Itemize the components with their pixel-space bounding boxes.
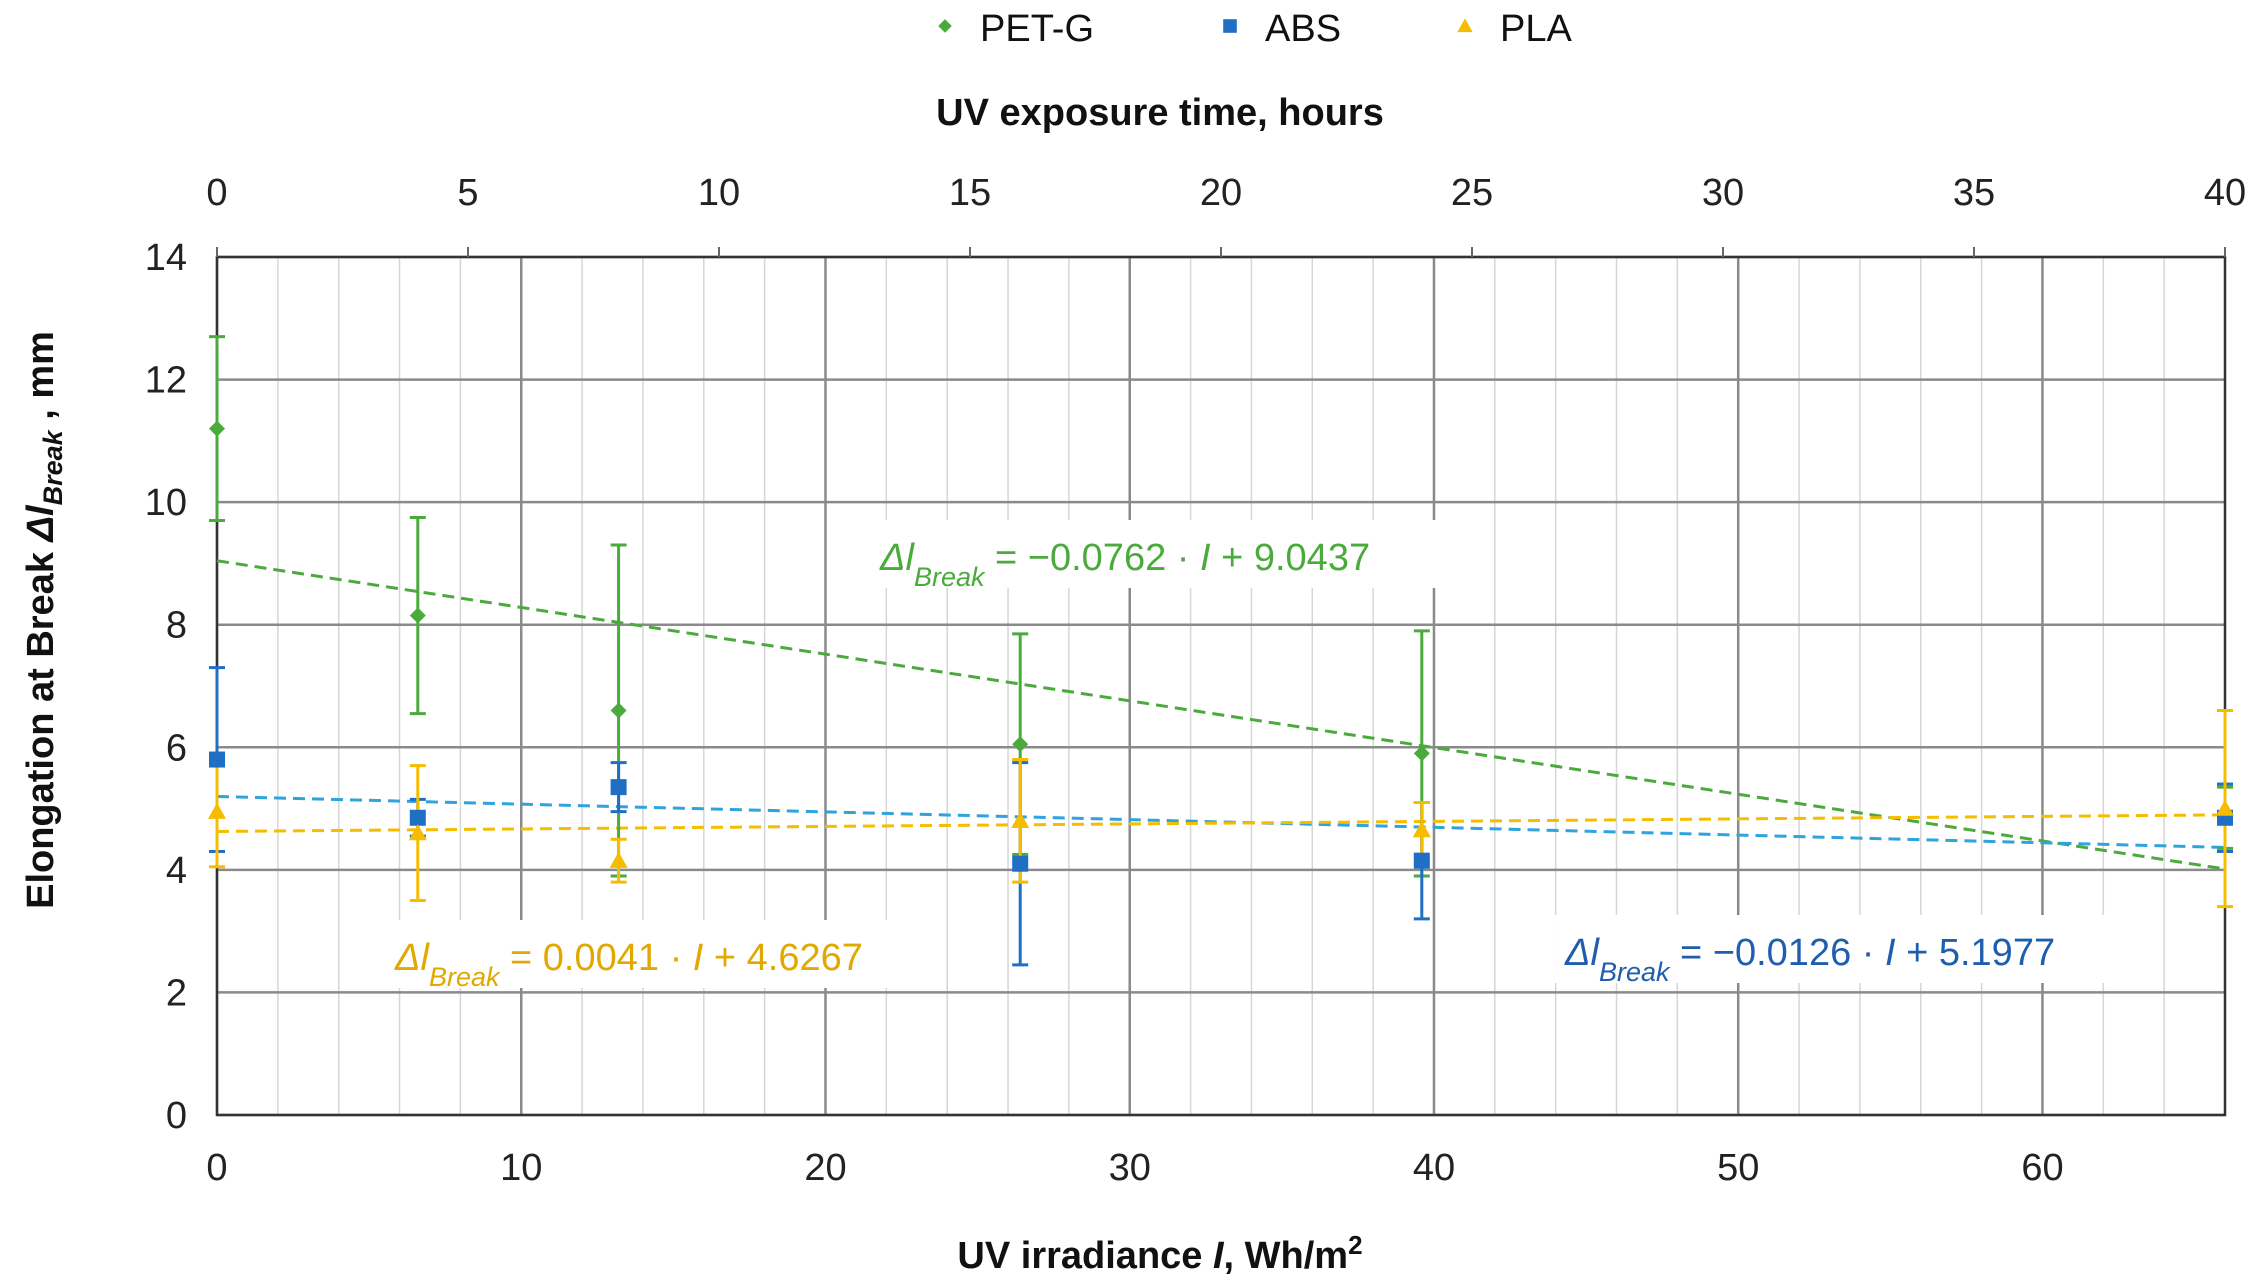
equation-text: ΔlBreak = 0.0041 · I + 4.6267 — [394, 937, 863, 992]
data-point-pla — [208, 802, 226, 819]
x2-tick-label: 35 — [1953, 172, 1995, 214]
trend-equation-pla: ΔlBreak = 0.0041 · I + 4.6267 — [385, 920, 945, 992]
x2-tick-label: 40 — [2204, 172, 2246, 214]
x-axis-title-prefix: UV irradiance — [957, 1235, 1213, 1277]
legend-label: PET-G — [980, 8, 1094, 50]
trend-equation-abs: ΔlBreak = −0.0126 · I + 5.1977 — [1555, 915, 2150, 987]
equation-const: + 9.0437 — [1211, 537, 1371, 579]
data-point-pet-g — [610, 702, 627, 719]
x-tick-label: 40 — [1413, 1147, 1455, 1189]
y-tick-label: 2 — [166, 972, 187, 1014]
x2-tick-label: 15 — [949, 172, 991, 214]
data-point-pet-g — [1413, 745, 1430, 762]
equation-var: I — [1885, 932, 1896, 974]
data-point-abs — [209, 751, 225, 768]
x-axis-title-sup: 2 — [1348, 1230, 1362, 1260]
equation-sub: Break — [914, 562, 986, 592]
y-tick-label: 4 — [166, 850, 187, 892]
data-point-abs — [1012, 855, 1029, 872]
legend-marker — [938, 19, 952, 33]
y-axis-ticks: 0 2 4 6 8 10 12 14 — [145, 237, 187, 1137]
y-tick-label: 0 — [166, 1095, 187, 1137]
y-axis-title-suffix: , mm — [20, 331, 62, 430]
data-point-abs — [1413, 852, 1430, 869]
data-point-pla — [1011, 811, 1030, 829]
equation-rhs: = −0.0126 · — [1669, 932, 1885, 974]
legend-label: ABS — [1265, 8, 1341, 50]
data-markers — [208, 420, 2234, 872]
equation-background — [872, 520, 1452, 588]
y-axis-title: Elongation at Break ΔlBreak , mm — [20, 331, 68, 909]
y-tick-label: 6 — [166, 727, 187, 769]
equation-rhs: = 0.0041 · — [499, 937, 692, 979]
equation-var: I — [1200, 537, 1211, 579]
equation-var: I — [693, 937, 704, 979]
x2-tick-label: 25 — [1451, 172, 1493, 214]
equation-const: + 4.6267 — [703, 937, 863, 979]
x-axis-title: UV irradiance I, Wh/m2 — [957, 1230, 1362, 1277]
x-axis-title-unit: , Wh/m — [1224, 1235, 1349, 1277]
data-point-abs — [409, 809, 426, 826]
trendline-abs — [216, 794, 2226, 849]
data-point-pet-g — [209, 420, 225, 437]
x2-tick-label: 5 — [457, 172, 478, 214]
legend-label: PLA — [1500, 8, 1572, 50]
trend-equation-pet-g: ΔlBreak = −0.0762 · I + 9.0437 — [872, 520, 1452, 592]
x2-tick-label: 0 — [206, 172, 227, 214]
legend-marker — [1223, 19, 1237, 33]
data-point-pla — [1412, 821, 1431, 838]
equation-text: ΔlBreak = −0.0126 · I + 5.1977 — [1564, 932, 2055, 987]
x2-axis-ticks: 0 5 10 15 20 25 30 35 40 — [206, 172, 2246, 257]
y-tick-label: 10 — [145, 482, 187, 524]
x-tick-label: 50 — [1717, 1147, 1759, 1189]
equation-rhs: = −0.0762 · — [984, 537, 1200, 579]
x-tick-label: 30 — [1109, 1147, 1151, 1189]
y-axis-title-prefix: Elongation at Break — [20, 541, 62, 908]
equation-background — [1555, 915, 2150, 983]
trendline-pla — [216, 813, 2226, 833]
equation-lhs: Δl — [1564, 932, 1600, 974]
data-point-pla — [609, 851, 628, 868]
data-point-pla — [2216, 799, 2234, 816]
y-tick-label: 14 — [145, 237, 187, 279]
equation-const: + 5.1977 — [1896, 932, 2056, 974]
legend-item-pet-g: PET-G — [938, 8, 1094, 50]
x2-tick-label: 20 — [1200, 172, 1242, 214]
x-axis-title-var: I — [1213, 1235, 1225, 1277]
x-tick-label: 20 — [804, 1147, 846, 1189]
data-point-pet-g — [1012, 736, 1029, 753]
legend-marker — [1457, 18, 1473, 33]
y-axis-title-var: Δl — [20, 504, 62, 544]
equation-lhs: Δl — [394, 937, 430, 979]
data-point-pet-g — [409, 607, 426, 624]
x-axis-ticks: 0 10 20 30 40 50 60 — [206, 1147, 2063, 1189]
equation-sub: Break — [1599, 957, 1671, 987]
y-axis-title-sub: Break — [38, 428, 68, 505]
legend-item-pla: PLA — [1457, 8, 1572, 50]
equation-background — [385, 920, 945, 988]
legend-item-abs: ABS — [1223, 8, 1341, 50]
y-tick-label: 8 — [166, 605, 187, 647]
trendlines — [216, 559, 2226, 871]
x2-tick-label: 30 — [1702, 172, 1744, 214]
x2-tick-label: 10 — [698, 172, 740, 214]
x-tick-label: 10 — [500, 1147, 542, 1189]
data-point-abs — [610, 779, 627, 796]
x2-axis-title: UV exposure time, hours — [936, 92, 1384, 134]
x-tick-label: 60 — [2021, 1147, 2063, 1189]
equation-lhs: Δl — [879, 537, 915, 579]
equation-sub: Break — [429, 962, 501, 992]
legend: PET-G ABS PLA — [938, 8, 1572, 50]
data-point-pla — [408, 824, 427, 841]
y-tick-label: 12 — [145, 360, 187, 402]
x-tick-label: 0 — [206, 1147, 227, 1189]
equation-text: ΔlBreak = −0.0762 · I + 9.0437 — [879, 537, 1370, 592]
